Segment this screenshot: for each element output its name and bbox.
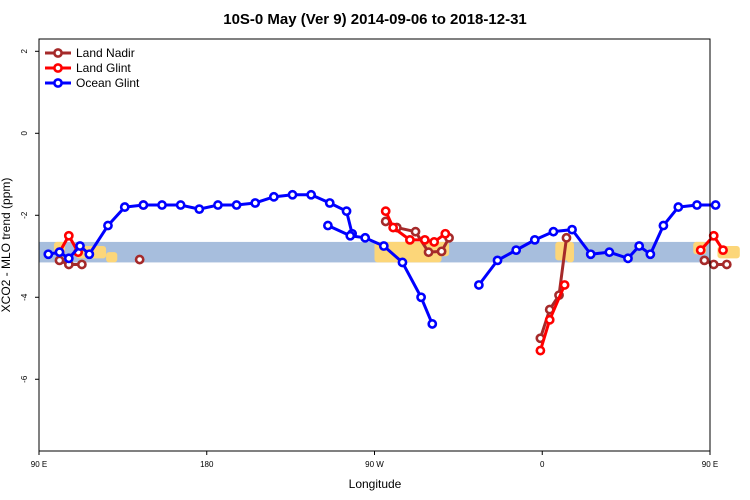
x-tick-label-2: 90 W bbox=[365, 460, 384, 469]
data-point bbox=[287, 189, 298, 200]
data-point bbox=[75, 241, 85, 251]
data-point bbox=[378, 241, 389, 251]
legend-item-0: Land Nadir bbox=[45, 46, 135, 60]
data-point bbox=[423, 247, 434, 258]
data-point bbox=[103, 220, 113, 231]
data-point bbox=[250, 198, 261, 208]
legend-item-2: Ocean Glint bbox=[45, 76, 140, 90]
data-point bbox=[380, 206, 391, 217]
data-point bbox=[645, 249, 656, 260]
data-point bbox=[410, 226, 421, 237]
series-line bbox=[538, 237, 568, 339]
data-point bbox=[43, 249, 54, 260]
data-point bbox=[213, 200, 223, 210]
data-point bbox=[419, 234, 430, 245]
data-point bbox=[473, 280, 484, 290]
series-land-glint bbox=[54, 200, 728, 356]
data-point bbox=[360, 232, 371, 243]
data-point bbox=[718, 245, 728, 256]
data-point bbox=[427, 319, 438, 329]
data-point bbox=[405, 234, 415, 245]
data-point bbox=[721, 259, 732, 270]
data-point bbox=[634, 241, 645, 251]
data-point bbox=[231, 200, 242, 210]
data-point bbox=[175, 200, 186, 210]
legend-marker bbox=[53, 78, 63, 88]
data-point bbox=[548, 226, 559, 237]
data-point bbox=[63, 253, 74, 264]
series-layer bbox=[43, 189, 732, 356]
data-point bbox=[699, 255, 710, 266]
data-point bbox=[529, 234, 540, 245]
data-point bbox=[673, 202, 684, 212]
data-point bbox=[695, 245, 706, 256]
land-patch-2 bbox=[106, 252, 118, 263]
data-point bbox=[492, 255, 503, 266]
y-tick-label-3: -4 bbox=[20, 293, 29, 301]
data-point bbox=[76, 259, 87, 270]
data-point bbox=[157, 200, 167, 210]
x-tick-label-4: 90 E bbox=[702, 460, 718, 469]
data-point bbox=[658, 220, 669, 231]
data-point bbox=[416, 292, 426, 303]
land-patch-6 bbox=[566, 241, 574, 263]
data-point bbox=[54, 247, 65, 258]
x-tick-label-0: 90 E bbox=[31, 460, 47, 469]
legend-marker bbox=[53, 63, 63, 73]
data-point bbox=[692, 200, 702, 210]
data-point bbox=[345, 230, 356, 241]
series-land-nadir bbox=[54, 216, 732, 344]
data-point bbox=[63, 230, 74, 241]
data-point bbox=[306, 189, 317, 200]
data-point bbox=[54, 255, 65, 266]
data-point bbox=[138, 200, 149, 210]
data-point bbox=[623, 253, 633, 264]
y-axis-label: XCO2 - MLO trend (ppm) bbox=[0, 178, 13, 313]
data-point bbox=[511, 245, 522, 256]
data-point bbox=[559, 280, 570, 290]
data-point bbox=[388, 222, 399, 233]
x-tick-label-1: 180 bbox=[200, 460, 214, 469]
data-point bbox=[436, 246, 447, 257]
series-ocean-glint bbox=[43, 189, 721, 329]
data-point bbox=[604, 247, 615, 258]
data-point bbox=[429, 237, 440, 247]
data-point bbox=[341, 206, 352, 217]
data-point bbox=[440, 228, 451, 239]
data-point bbox=[535, 345, 546, 356]
data-point bbox=[544, 314, 555, 325]
y-tick-label-0: 2 bbox=[20, 49, 29, 54]
data-point bbox=[708, 230, 719, 241]
chart-title: 10S-0 May (Ver 9) 2014-09-06 to 2018-12-… bbox=[223, 11, 527, 28]
data-point bbox=[710, 200, 721, 210]
data-point bbox=[585, 249, 596, 260]
data-point bbox=[268, 191, 279, 202]
data-point bbox=[567, 224, 577, 235]
data-point bbox=[194, 204, 205, 215]
data-point bbox=[324, 198, 335, 208]
legend-label: Ocean Glint bbox=[76, 76, 140, 90]
data-point bbox=[134, 254, 145, 265]
data-point bbox=[323, 220, 333, 231]
data-point bbox=[119, 202, 130, 212]
legend-label: Land Nadir bbox=[76, 46, 135, 60]
y-tick-label-2: -2 bbox=[20, 211, 29, 219]
data-point bbox=[708, 259, 719, 270]
axes: 90 E 180 90 W 0 90 E 2 0 -2 -4 -6 bbox=[20, 49, 718, 469]
y-tick-label-1: 0 bbox=[20, 131, 29, 136]
data-point bbox=[84, 249, 95, 260]
plot-frame bbox=[38, 38, 711, 452]
y-tick-label-4: -6 bbox=[20, 375, 29, 383]
legend-item-1: Land Glint bbox=[45, 61, 131, 75]
x-tick-label-3: 0 bbox=[540, 460, 545, 469]
data-point bbox=[561, 232, 572, 243]
data-point bbox=[397, 257, 408, 268]
legend-label: Land Glint bbox=[76, 61, 131, 75]
x-axis-label: Longitude bbox=[349, 477, 402, 491]
legend-marker bbox=[53, 48, 63, 58]
